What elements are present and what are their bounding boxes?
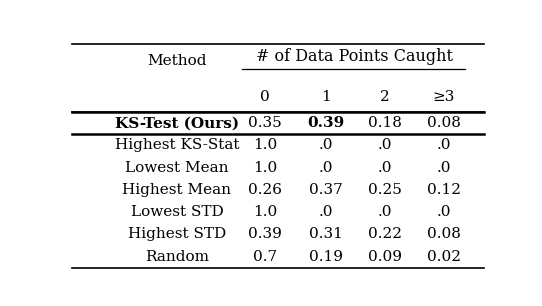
- Text: 0.12: 0.12: [427, 183, 461, 197]
- Text: # of Data Points Caught: # of Data Points Caught: [256, 48, 453, 65]
- Text: 0.09: 0.09: [368, 249, 402, 263]
- Text: .0: .0: [319, 205, 333, 219]
- Text: KS-Test (Ours): KS-Test (Ours): [115, 116, 239, 130]
- Text: 0.22: 0.22: [368, 227, 402, 241]
- Text: Lowest STD: Lowest STD: [131, 205, 223, 219]
- Text: .0: .0: [378, 205, 392, 219]
- Text: .0: .0: [378, 161, 392, 175]
- Text: 0.37: 0.37: [309, 183, 343, 197]
- Text: 0.31: 0.31: [309, 227, 343, 241]
- Text: 0.26: 0.26: [248, 183, 282, 197]
- Text: .0: .0: [378, 138, 392, 152]
- Text: 0.7: 0.7: [253, 249, 278, 263]
- Text: 2: 2: [380, 90, 390, 104]
- Text: Highest STD: Highest STD: [128, 227, 226, 241]
- Text: .0: .0: [319, 161, 333, 175]
- Text: 0.35: 0.35: [248, 116, 282, 130]
- Text: 1.0: 1.0: [253, 138, 278, 152]
- Text: 0: 0: [260, 90, 270, 104]
- Text: Highest KS-Stat: Highest KS-Stat: [115, 138, 239, 152]
- Text: ≥3: ≥3: [433, 90, 455, 104]
- Text: .0: .0: [436, 205, 451, 219]
- Text: 1.0: 1.0: [253, 205, 278, 219]
- Text: 0.18: 0.18: [368, 116, 402, 130]
- Text: 0.39: 0.39: [307, 116, 345, 130]
- Text: .0: .0: [436, 138, 451, 152]
- Text: .0: .0: [319, 138, 333, 152]
- Text: Random: Random: [145, 249, 209, 263]
- Text: 0.25: 0.25: [368, 183, 402, 197]
- Text: Method: Method: [147, 54, 207, 68]
- Text: 1: 1: [321, 90, 331, 104]
- Text: 1.0: 1.0: [253, 161, 278, 175]
- Text: 0.39: 0.39: [248, 227, 282, 241]
- Text: Highest Mean: Highest Mean: [122, 183, 231, 197]
- Text: 0.08: 0.08: [427, 116, 461, 130]
- Text: 0.08: 0.08: [427, 227, 461, 241]
- Text: 0.19: 0.19: [309, 249, 343, 263]
- Text: .0: .0: [436, 161, 451, 175]
- Text: 0.02: 0.02: [427, 249, 461, 263]
- Text: Lowest Mean: Lowest Mean: [125, 161, 229, 175]
